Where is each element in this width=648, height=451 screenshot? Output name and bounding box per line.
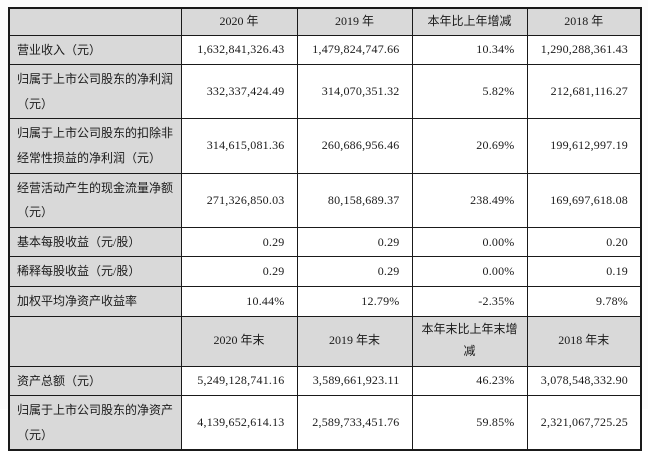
value-cell: 212,681,116.27 <box>526 64 642 120</box>
table-row: 归属于上市公司股东的扣除非经常性损益的净利润（元） 314,615,081.36… <box>8 118 642 174</box>
value-cell: 2,321,067,725.25 <box>526 395 642 451</box>
value-cell: 5.82% <box>411 64 528 120</box>
value-cell: 2,589,733,451.76 <box>296 395 413 451</box>
row-label-total-assets: 资产总额（元） <box>8 365 182 397</box>
value-cell: 0.29 <box>296 226 413 258</box>
value-cell: 260,686,956.46 <box>296 118 413 174</box>
row-label-net-profit: 归属于上市公司股东的净利润（元） <box>8 64 182 120</box>
table-row: 2020 年 2019 年 本年比上年增减 2018 年 <box>8 7 642 36</box>
value-cell: 332,337,424.49 <box>180 64 298 120</box>
table-row: 基本每股收益（元/股） 0.29 0.29 0.00% 0.20 <box>8 226 642 258</box>
column-header-2018: 2018 年 <box>526 7 642 36</box>
key-financials-table: 2020 年 2019 年 本年比上年增减 2018 年 营业收入（元） 1,6… <box>8 7 642 451</box>
table-row: 资产总额（元） 5,249,128,741.16 3,589,661,923.1… <box>8 365 642 397</box>
value-cell: 0.00% <box>411 256 528 287</box>
corner-cell <box>8 315 182 367</box>
row-label-basic-eps: 基本每股收益（元/股） <box>8 226 182 258</box>
value-cell: 3,078,548,332.90 <box>526 365 642 397</box>
column-header-yoy-change: 本年比上年增减 <box>411 7 528 36</box>
value-cell: 0.29 <box>180 256 298 287</box>
value-cell: 0.29 <box>296 256 413 287</box>
value-cell: 80,158,689.37 <box>296 172 413 228</box>
value-cell: 238.49% <box>411 172 528 228</box>
value-cell: 3,589,661,923.11 <box>296 365 413 397</box>
row-label-diluted-eps: 稀释每股收益（元/股） <box>8 256 182 287</box>
column-header-2019-yearend: 2019 年末 <box>296 315 413 367</box>
value-cell: 4,139,652,614.13 <box>180 395 298 451</box>
value-cell: 0.00% <box>411 226 528 258</box>
table-row: 归属于上市公司股东的净资产（元） 4,139,652,614.13 2,589,… <box>8 395 642 451</box>
row-label-weighted-avg-roe: 加权平均净资产收益率 <box>8 285 182 317</box>
value-cell: 1,479,824,747.66 <box>296 34 413 66</box>
column-header-2019: 2019 年 <box>296 7 413 36</box>
value-cell: 10.34% <box>411 34 528 66</box>
value-cell: 314,070,351.32 <box>296 64 413 120</box>
column-header-2020: 2020 年 <box>180 7 298 36</box>
value-cell: 5,249,128,741.16 <box>180 365 298 397</box>
value-cell: 271,326,850.03 <box>180 172 298 228</box>
value-cell: -2.35% <box>411 285 528 317</box>
value-cell: 20.69% <box>411 118 528 174</box>
column-header-2018-yearend: 2018 年末 <box>526 315 642 367</box>
value-cell: 0.20 <box>526 226 642 258</box>
table-row: 加权平均净资产收益率 10.44% 12.79% -2.35% 9.78% <box>8 285 642 317</box>
table-row: 稀释每股收益（元/股） 0.29 0.29 0.00% 0.19 <box>8 256 642 287</box>
table-row: 经营活动产生的现金流量净额（元） 271,326,850.03 80,158,6… <box>8 172 642 228</box>
row-label-net-assets: 归属于上市公司股东的净资产（元） <box>8 395 182 451</box>
value-cell: 169,697,618.08 <box>526 172 642 228</box>
table-row: 营业收入（元） 1,632,841,326.43 1,479,824,747.6… <box>8 34 642 66</box>
column-header-yearend-change: 本年末比上年末增减 <box>411 315 528 367</box>
value-cell: 12.79% <box>296 285 413 317</box>
row-label-operating-cash-flow: 经营活动产生的现金流量净额（元） <box>8 172 182 228</box>
value-cell: 199,612,997.19 <box>526 118 642 174</box>
column-header-2020-yearend: 2020 年末 <box>180 315 298 367</box>
value-cell: 1,632,841,326.43 <box>180 34 298 66</box>
value-cell: 59.85% <box>411 395 528 451</box>
value-cell: 9.78% <box>526 285 642 317</box>
table-row: 2020 年末 2019 年末 本年末比上年末增减 2018 年末 <box>8 315 642 367</box>
value-cell: 46.23% <box>411 365 528 397</box>
financial-summary-page: 2020 年 2019 年 本年比上年增减 2018 年 营业收入（元） 1,6… <box>8 7 642 451</box>
corner-cell <box>8 7 182 36</box>
row-label-revenue: 营业收入（元） <box>8 34 182 66</box>
table-row: 归属于上市公司股东的净利润（元） 332,337,424.49 314,070,… <box>8 64 642 120</box>
value-cell: 0.19 <box>526 256 642 287</box>
value-cell: 10.44% <box>180 285 298 317</box>
row-label-net-profit-excl-nonrecurring: 归属于上市公司股东的扣除非经常性损益的净利润（元） <box>8 118 182 174</box>
value-cell: 314,615,081.36 <box>180 118 298 174</box>
value-cell: 1,290,288,361.43 <box>526 34 642 66</box>
value-cell: 0.29 <box>180 226 298 258</box>
